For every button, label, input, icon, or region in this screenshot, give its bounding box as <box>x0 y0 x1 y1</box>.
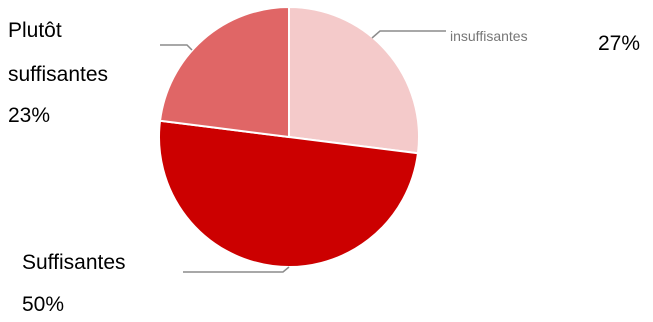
label-insuffisantes-pct: 27% <box>598 32 641 55</box>
label-plutot-line1: Plutôt <box>8 19 62 42</box>
leader-plutot <box>160 44 193 51</box>
label-suffisantes: Suffisantes <box>22 251 126 274</box>
label-insuffisantes: insuffisantes <box>450 28 528 44</box>
slice-plutot-suffisantes <box>158 5 290 139</box>
slice-suffisantes <box>158 119 420 268</box>
slice-insuffisantes <box>288 5 420 155</box>
leader-suffisantes <box>183 266 290 273</box>
leader-insuffisantes <box>371 30 446 39</box>
label-plutot-pct: 23% <box>8 104 51 127</box>
label-suffisantes-pct: 50% <box>22 293 65 316</box>
label-plutot-line2: suffisantes <box>8 63 109 86</box>
